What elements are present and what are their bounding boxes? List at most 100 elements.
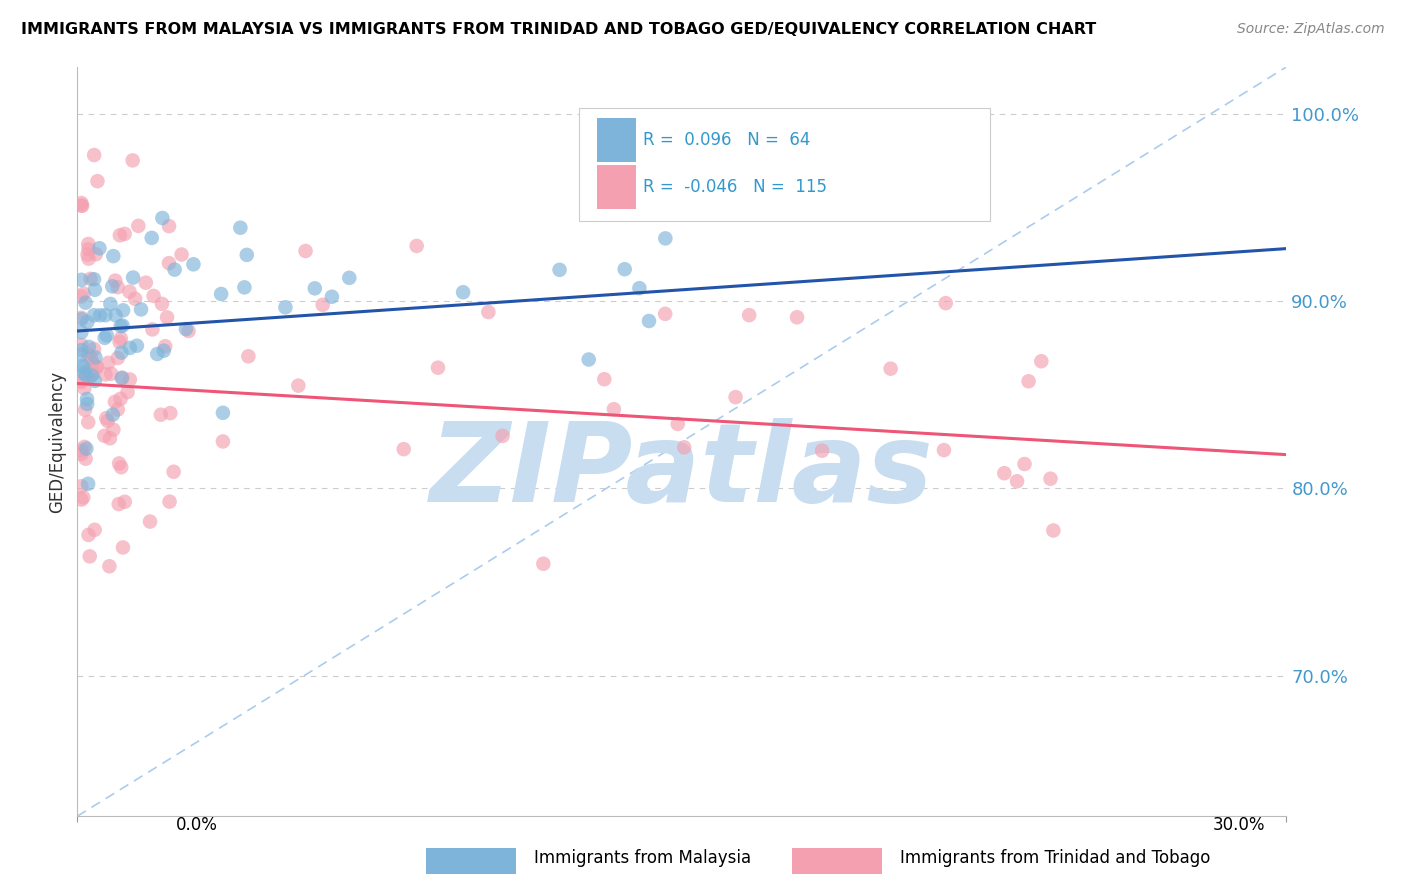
Point xyxy=(107,351,129,365)
Point xyxy=(162,465,184,479)
Point xyxy=(294,244,316,258)
Point xyxy=(75,442,97,456)
Point xyxy=(89,241,111,255)
Point xyxy=(86,174,108,188)
Point xyxy=(177,324,200,338)
Point xyxy=(77,347,100,361)
Point xyxy=(405,239,427,253)
Point xyxy=(209,287,232,301)
Point xyxy=(125,339,148,353)
Point xyxy=(70,447,93,461)
Point xyxy=(127,219,149,233)
Point xyxy=(80,350,103,364)
Point xyxy=(82,367,104,381)
Point xyxy=(152,343,174,358)
Point xyxy=(100,297,122,311)
Point xyxy=(110,392,132,406)
Point xyxy=(70,375,93,389)
Point xyxy=(86,359,108,374)
Point xyxy=(70,312,93,326)
Point xyxy=(150,297,173,311)
Point xyxy=(118,341,141,355)
Point xyxy=(70,373,93,387)
Point xyxy=(122,270,145,285)
Point xyxy=(94,368,117,382)
Point xyxy=(149,408,172,422)
Point xyxy=(96,411,118,425)
Point xyxy=(117,385,139,400)
Point xyxy=(76,392,98,406)
Point xyxy=(337,270,360,285)
Point xyxy=(104,274,127,288)
FancyBboxPatch shape xyxy=(598,118,636,162)
Point xyxy=(129,302,152,317)
Point xyxy=(156,310,179,325)
Point xyxy=(83,283,105,297)
Point xyxy=(77,476,100,491)
Point xyxy=(879,361,901,376)
Point xyxy=(93,429,115,443)
Point xyxy=(111,541,134,555)
Point xyxy=(1018,374,1040,388)
Point xyxy=(236,248,259,262)
Point xyxy=(139,515,162,529)
Text: R =  0.096   N =  64: R = 0.096 N = 64 xyxy=(643,130,811,149)
Point xyxy=(238,349,260,363)
Point xyxy=(159,494,181,508)
Point xyxy=(157,219,180,234)
FancyBboxPatch shape xyxy=(598,165,636,210)
Point xyxy=(80,368,103,383)
Point xyxy=(146,347,169,361)
Point xyxy=(491,429,513,443)
Point xyxy=(70,343,93,357)
Point xyxy=(70,347,93,361)
Point xyxy=(531,557,554,571)
Point xyxy=(613,262,636,277)
Point xyxy=(77,340,100,354)
Point xyxy=(666,417,689,431)
Point xyxy=(121,153,143,168)
Point xyxy=(142,289,165,303)
Point xyxy=(104,395,127,409)
Point xyxy=(101,408,124,422)
Point xyxy=(392,442,415,457)
Point xyxy=(287,378,309,392)
Point xyxy=(76,315,98,329)
Point xyxy=(1005,475,1028,489)
Point xyxy=(724,390,747,404)
Point xyxy=(79,370,101,384)
Text: Immigrants from Malaysia: Immigrants from Malaysia xyxy=(534,849,751,867)
Point xyxy=(110,319,132,334)
Point xyxy=(76,364,98,378)
Point xyxy=(70,338,93,352)
Point xyxy=(152,211,174,225)
Point xyxy=(70,326,93,340)
Point xyxy=(100,367,122,381)
Point xyxy=(77,237,100,252)
Point xyxy=(84,247,107,261)
Point xyxy=(70,492,93,507)
Point xyxy=(76,247,98,261)
Point xyxy=(738,308,761,322)
Point xyxy=(159,406,181,420)
Point xyxy=(70,199,93,213)
Point xyxy=(70,196,93,211)
Point xyxy=(93,331,115,345)
Point xyxy=(477,305,499,319)
Point xyxy=(94,308,117,322)
Point xyxy=(786,310,808,325)
Point xyxy=(638,314,661,328)
Text: 30.0%: 30.0% xyxy=(1213,816,1265,834)
Point xyxy=(548,262,571,277)
Point xyxy=(84,360,107,375)
Point xyxy=(77,242,100,256)
Point xyxy=(76,397,98,411)
Point xyxy=(70,310,93,325)
Point xyxy=(72,360,94,375)
Text: R =  -0.046   N =  115: R = -0.046 N = 115 xyxy=(643,178,827,195)
Point xyxy=(170,247,193,261)
Point xyxy=(114,495,136,509)
Point xyxy=(1014,457,1036,471)
Point xyxy=(654,231,676,245)
Point xyxy=(84,351,107,365)
